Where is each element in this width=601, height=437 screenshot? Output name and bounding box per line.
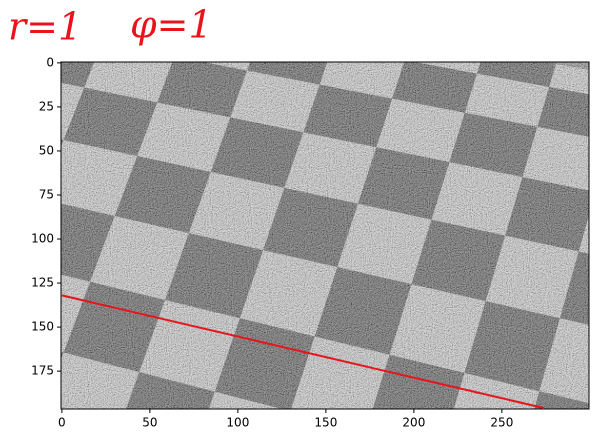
annotation: φ=1 [130, 3, 213, 47]
x-tick-label: 150 [314, 416, 337, 430]
checker-square [0, 58, 11, 124]
image-noise [61, 62, 589, 409]
y-tick-label: 150 [31, 320, 54, 334]
x-tick-label: 50 [142, 416, 157, 430]
checker-square [333, 25, 412, 60]
x-tick-label: 200 [402, 416, 425, 430]
y-tick-label: 175 [31, 364, 54, 378]
checker-square [596, 141, 601, 207]
y-tick-label: 0 [46, 55, 54, 69]
x-tick-label: 250 [490, 416, 513, 430]
checker-square [61, 139, 64, 147]
checker-square [0, 245, 15, 333]
annotation: r=1 [8, 5, 82, 49]
checker-square [0, 407, 35, 433]
checker-square [260, 12, 340, 47]
checker-square [0, 182, 41, 263]
y-tick-label: 100 [31, 232, 54, 246]
x-tick-label: 0 [58, 416, 66, 430]
y-tick-label: 125 [31, 276, 54, 290]
y-tick-label: 50 [39, 143, 54, 157]
y-tick-label: 75 [39, 187, 54, 201]
axes-frame [60, 61, 590, 410]
y-tick-label: 25 [39, 99, 54, 113]
line [61, 294, 545, 409]
checker-square [61, 351, 64, 360]
x-tick-label: 100 [226, 416, 249, 430]
